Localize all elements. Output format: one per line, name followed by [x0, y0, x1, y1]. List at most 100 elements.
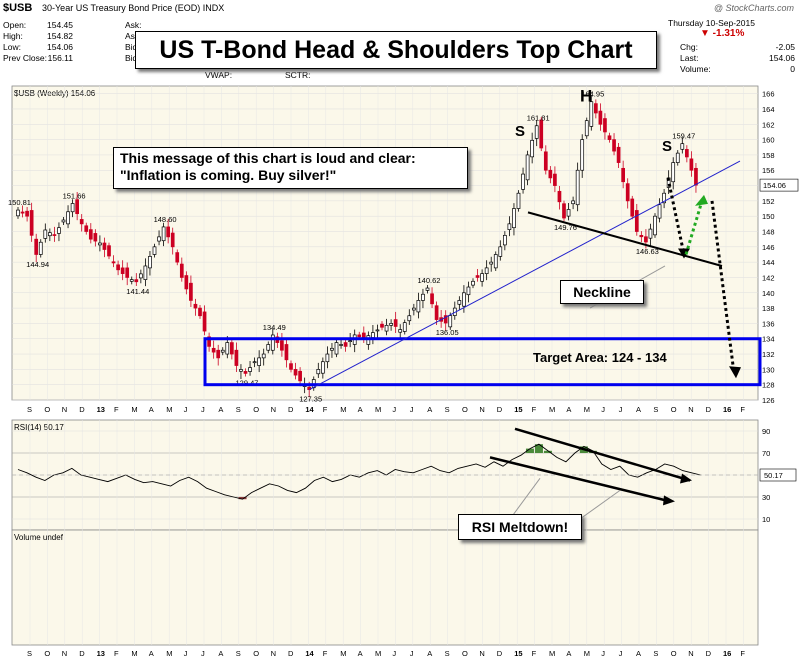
candle-body	[621, 167, 626, 183]
x-axis-label: N	[271, 405, 276, 414]
candle-body	[321, 361, 325, 374]
price-tick-label: 130	[762, 365, 775, 374]
candle-body	[125, 267, 130, 278]
candle-body	[234, 349, 239, 366]
rsi-line	[17, 443, 701, 500]
x-axis-label: 16	[723, 405, 731, 414]
candle-body	[111, 261, 116, 264]
quote-value: 154.06	[769, 53, 795, 63]
x-axis-label: A	[427, 405, 432, 414]
x-axis-label: M	[375, 405, 381, 414]
rsi-tick-label: 90	[762, 427, 770, 436]
candle-body	[425, 287, 430, 291]
candle-body	[484, 267, 489, 274]
rsi-callout-pointer	[579, 489, 621, 520]
candle-body	[384, 324, 389, 332]
x-axis-label-bottom: M	[549, 649, 555, 658]
x-axis-label: J	[201, 405, 205, 414]
x-axis-label: N	[479, 405, 484, 414]
quote-label: Last:	[680, 53, 699, 63]
candle-body	[430, 293, 434, 305]
head-label: H	[580, 86, 592, 105]
candle-body	[466, 286, 471, 296]
candle-body	[134, 279, 139, 283]
candle-body	[98, 242, 102, 246]
left-shoulder-label: S	[515, 123, 525, 140]
candle-body	[507, 223, 512, 230]
candle-body	[93, 233, 98, 242]
quote-label: Low:	[3, 42, 21, 52]
x-axis-label: A	[218, 405, 223, 414]
x-axis-label-bottom: M	[166, 649, 172, 658]
candle-body	[393, 319, 398, 327]
brand-watermark: @ StockCharts.com	[713, 3, 794, 13]
x-axis-label: F	[740, 405, 745, 414]
quote-chg: Chg: -2.05	[680, 42, 795, 53]
candle-body	[416, 300, 421, 313]
x-axis-label-bottom: J	[184, 649, 188, 658]
x-axis-label: M	[131, 405, 137, 414]
quote-value: 154.06	[47, 42, 73, 52]
candle-body	[434, 305, 439, 320]
candle-body	[52, 234, 57, 236]
candle-body	[625, 183, 630, 202]
candle-body	[280, 340, 284, 351]
candle-body	[207, 336, 211, 347]
candle-body	[548, 169, 553, 179]
candle-body	[270, 334, 275, 351]
quote-sctr: SCTR:	[285, 70, 311, 80]
quote-high: High: 154.82	[3, 31, 73, 42]
candle-body	[293, 369, 298, 376]
price-tick-label: 162	[762, 120, 775, 129]
x-axis-label-bottom: 15	[514, 649, 522, 658]
candle-body	[503, 234, 507, 246]
candle-body	[684, 149, 689, 158]
candle-body	[339, 344, 343, 346]
price-panel	[11, 85, 759, 401]
candle-body	[630, 198, 635, 217]
x-axis-label: A	[566, 405, 571, 414]
quote-ask: Ask:	[125, 20, 142, 30]
quote-last: Last: 154.06	[680, 53, 795, 64]
price-point-label: 149.76	[554, 223, 577, 232]
x-axis-label: O	[671, 405, 677, 414]
price-point-label: 129.47	[236, 378, 259, 387]
rsi-lower-trendline	[489, 456, 671, 503]
x-axis-label-bottom: F	[532, 649, 537, 658]
candle-body	[593, 103, 598, 114]
candle-body	[662, 192, 666, 204]
x-axis-label-bottom: S	[445, 649, 450, 658]
candle-body	[580, 139, 585, 171]
candle-body	[634, 210, 639, 232]
candle-body	[34, 238, 39, 255]
x-axis-label-bottom: A	[636, 649, 641, 658]
candle-body	[543, 151, 548, 171]
x-axis-label: D	[497, 405, 503, 414]
rsi-oversold-fill	[238, 497, 247, 500]
price-tick-label: 150	[762, 212, 775, 221]
rsi-tick-label: 10	[762, 515, 770, 524]
x-axis-label-bottom: A	[427, 649, 432, 658]
message-box: This message of this chart is loud and c…	[113, 147, 468, 189]
candle-body	[16, 209, 20, 217]
quote-label: Volume:	[680, 64, 711, 74]
x-axis-label-bottom: S	[653, 649, 658, 658]
price-tick-label: 136	[762, 319, 775, 328]
candle-body	[179, 263, 184, 278]
candle-body	[589, 101, 594, 127]
message-line-2: "Inflation is coming. Buy silver!"	[120, 167, 337, 183]
candle-body	[525, 154, 530, 181]
candle-body	[516, 192, 521, 209]
candle-body	[371, 332, 375, 338]
candle-body	[530, 139, 535, 158]
x-axis-label: A	[149, 405, 154, 414]
ticker-symbol: $USB	[3, 2, 33, 14]
price-tick-label: 140	[762, 289, 775, 298]
right-shoulder-label: S	[662, 138, 672, 155]
candle-body	[493, 254, 498, 269]
candle-body	[448, 315, 453, 328]
candle-body	[316, 369, 321, 375]
candle-body	[298, 370, 302, 382]
candle-body	[389, 323, 393, 326]
last-price-tag-label: 154.06	[763, 181, 786, 190]
